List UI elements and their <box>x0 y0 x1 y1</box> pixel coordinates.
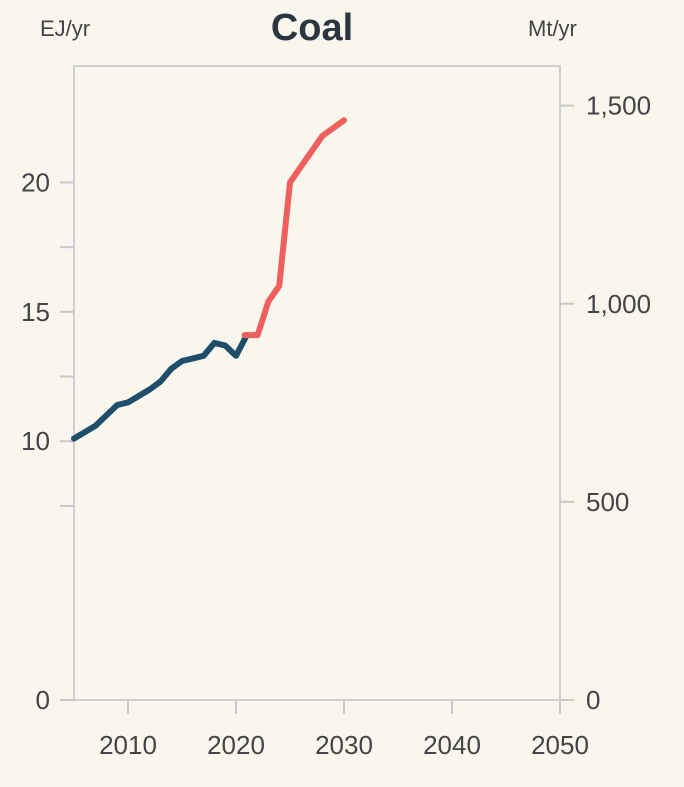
x-tick-label: 2040 <box>423 730 481 760</box>
left-tick-label: 10 <box>21 426 50 456</box>
right-tick-label: 1,500 <box>586 91 651 121</box>
left-tick-label: 20 <box>21 167 50 197</box>
historical-series-line <box>71 332 250 442</box>
plot-area: 0 10 15 20 0 500 1,000 1,500 2010 2020 2030 2040 205… <box>21 65 651 760</box>
x-tick-label: 2050 <box>531 730 589 760</box>
plot-frame <box>73 65 561 701</box>
right-tick-label: 1,000 <box>586 289 651 319</box>
left-axis-unit: EJ/yr <box>40 16 90 41</box>
right-tick-label: 500 <box>586 487 629 517</box>
projection-series-line <box>241 117 347 339</box>
x-tick-label: 2020 <box>207 730 265 760</box>
right-axis-unit: Mt/yr <box>528 16 577 41</box>
left-tick-label: 15 <box>21 297 50 327</box>
right-tick-label: 0 <box>586 685 600 715</box>
left-tick-label: 0 <box>36 685 50 715</box>
x-tick-label: 2030 <box>315 730 373 760</box>
x-tick-label: 2010 <box>99 730 157 760</box>
chart-title: Coal <box>271 7 353 49</box>
